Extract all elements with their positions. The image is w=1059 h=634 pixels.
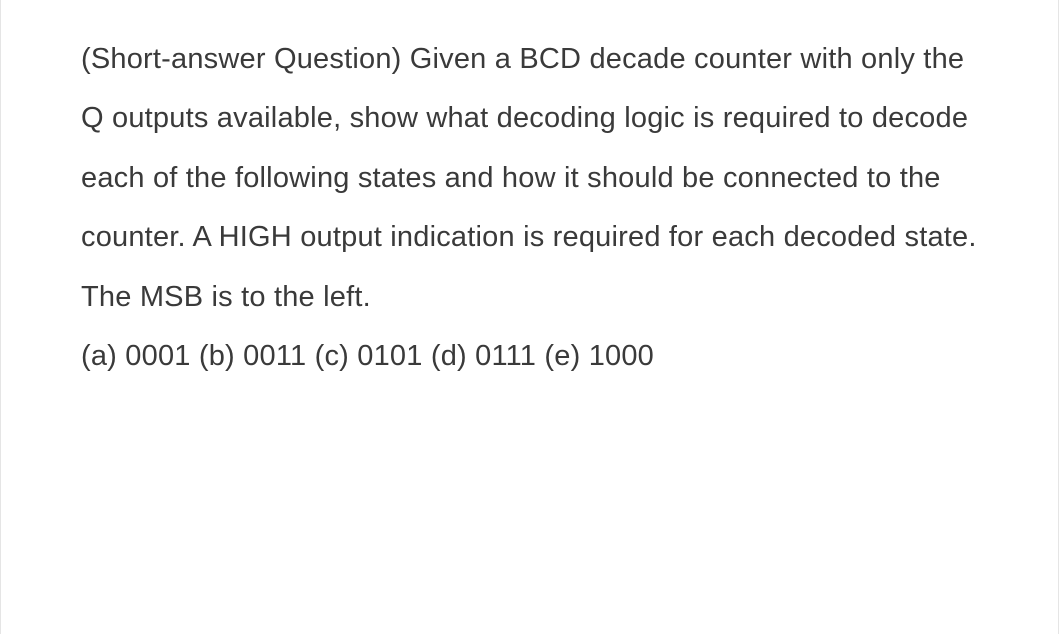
question-prompt: (Short-answer Question) Given a BCD deca…: [81, 30, 978, 327]
question-options: (a) 0001 (b) 0011 (c) 0101 (d) 0111 (e) …: [81, 327, 978, 386]
question-container: (Short-answer Question) Given a BCD deca…: [0, 0, 1059, 634]
